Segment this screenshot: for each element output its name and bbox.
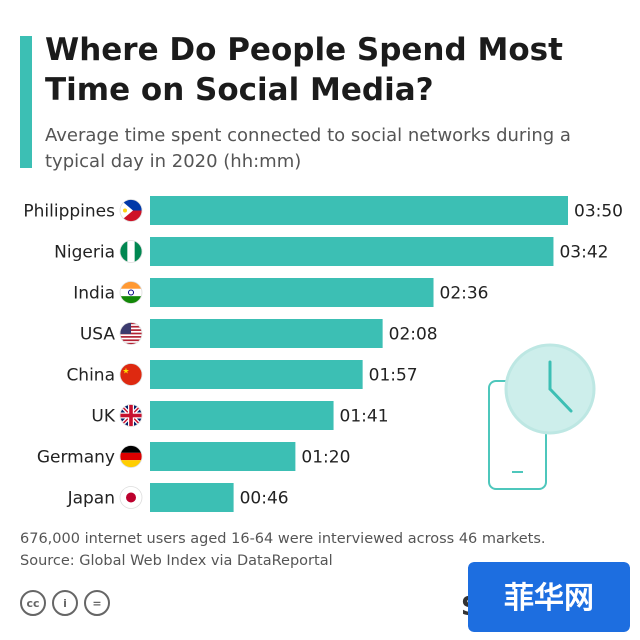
svg-text:★: ★	[122, 367, 129, 376]
japan-flag-icon	[119, 486, 143, 509]
value-label: 02:08	[389, 325, 438, 345]
watermark-text: 菲华网	[504, 581, 594, 616]
chart-title: Where Do People Spend Most Time on Socia…	[45, 32, 563, 108]
value-label: 03:50	[574, 202, 623, 222]
attribution-icon: i	[52, 590, 78, 616]
watermark-logo: 菲华网	[468, 562, 630, 632]
philippines-flag-icon	[119, 199, 143, 222]
bar-chart: Philippines 03:50 Nigeria 03:42 India 02:36 US…	[23, 196, 623, 512]
value-label: 01:41	[340, 407, 389, 427]
china-flag-icon: ★	[119, 363, 143, 386]
value-label: 01:20	[301, 448, 350, 468]
clock-minute-hand	[548, 387, 573, 413]
value-label: 02:36	[440, 284, 489, 304]
value-label: 03:42	[559, 243, 608, 263]
bar	[150, 401, 334, 430]
accent-bar	[20, 36, 32, 168]
bar	[150, 483, 234, 512]
category-label: Japan	[67, 489, 115, 509]
bar	[150, 319, 383, 348]
category-label: Philippines	[23, 202, 115, 222]
bar	[150, 278, 434, 307]
note-line-source: Source: Global Web Index via DataReporta…	[20, 553, 333, 569]
chart-subtitle: Average time spent connected to social n…	[45, 125, 571, 172]
phone-clock-illustration	[488, 343, 596, 490]
category-label: India	[73, 284, 115, 304]
value-label: 01:57	[369, 366, 418, 386]
value-label: 00:46	[240, 489, 289, 509]
uk-flag-icon	[119, 404, 143, 427]
footnote: 676,000 internet users aged 16-64 were i…	[20, 528, 620, 572]
category-label: USA	[80, 325, 116, 345]
no-derivatives-icon: =	[84, 590, 110, 616]
india-flag-icon	[119, 281, 143, 304]
note-line-respondents: 676,000 internet users aged 16-64 were i…	[20, 531, 546, 547]
bar	[150, 360, 363, 389]
category-label: UK	[91, 407, 115, 427]
category-label: Nigeria	[54, 243, 115, 263]
creative-commons-icon: cc	[20, 590, 46, 616]
nigeria-flag-icon	[119, 240, 143, 263]
bar	[150, 237, 554, 266]
bar	[150, 442, 296, 471]
germany-flag-icon	[119, 445, 143, 468]
license-icons: cc i =	[20, 590, 110, 616]
usa-flag-icon	[119, 322, 143, 345]
category-label: Germany	[37, 448, 115, 468]
category-label: China	[66, 366, 115, 386]
bar	[150, 196, 568, 225]
